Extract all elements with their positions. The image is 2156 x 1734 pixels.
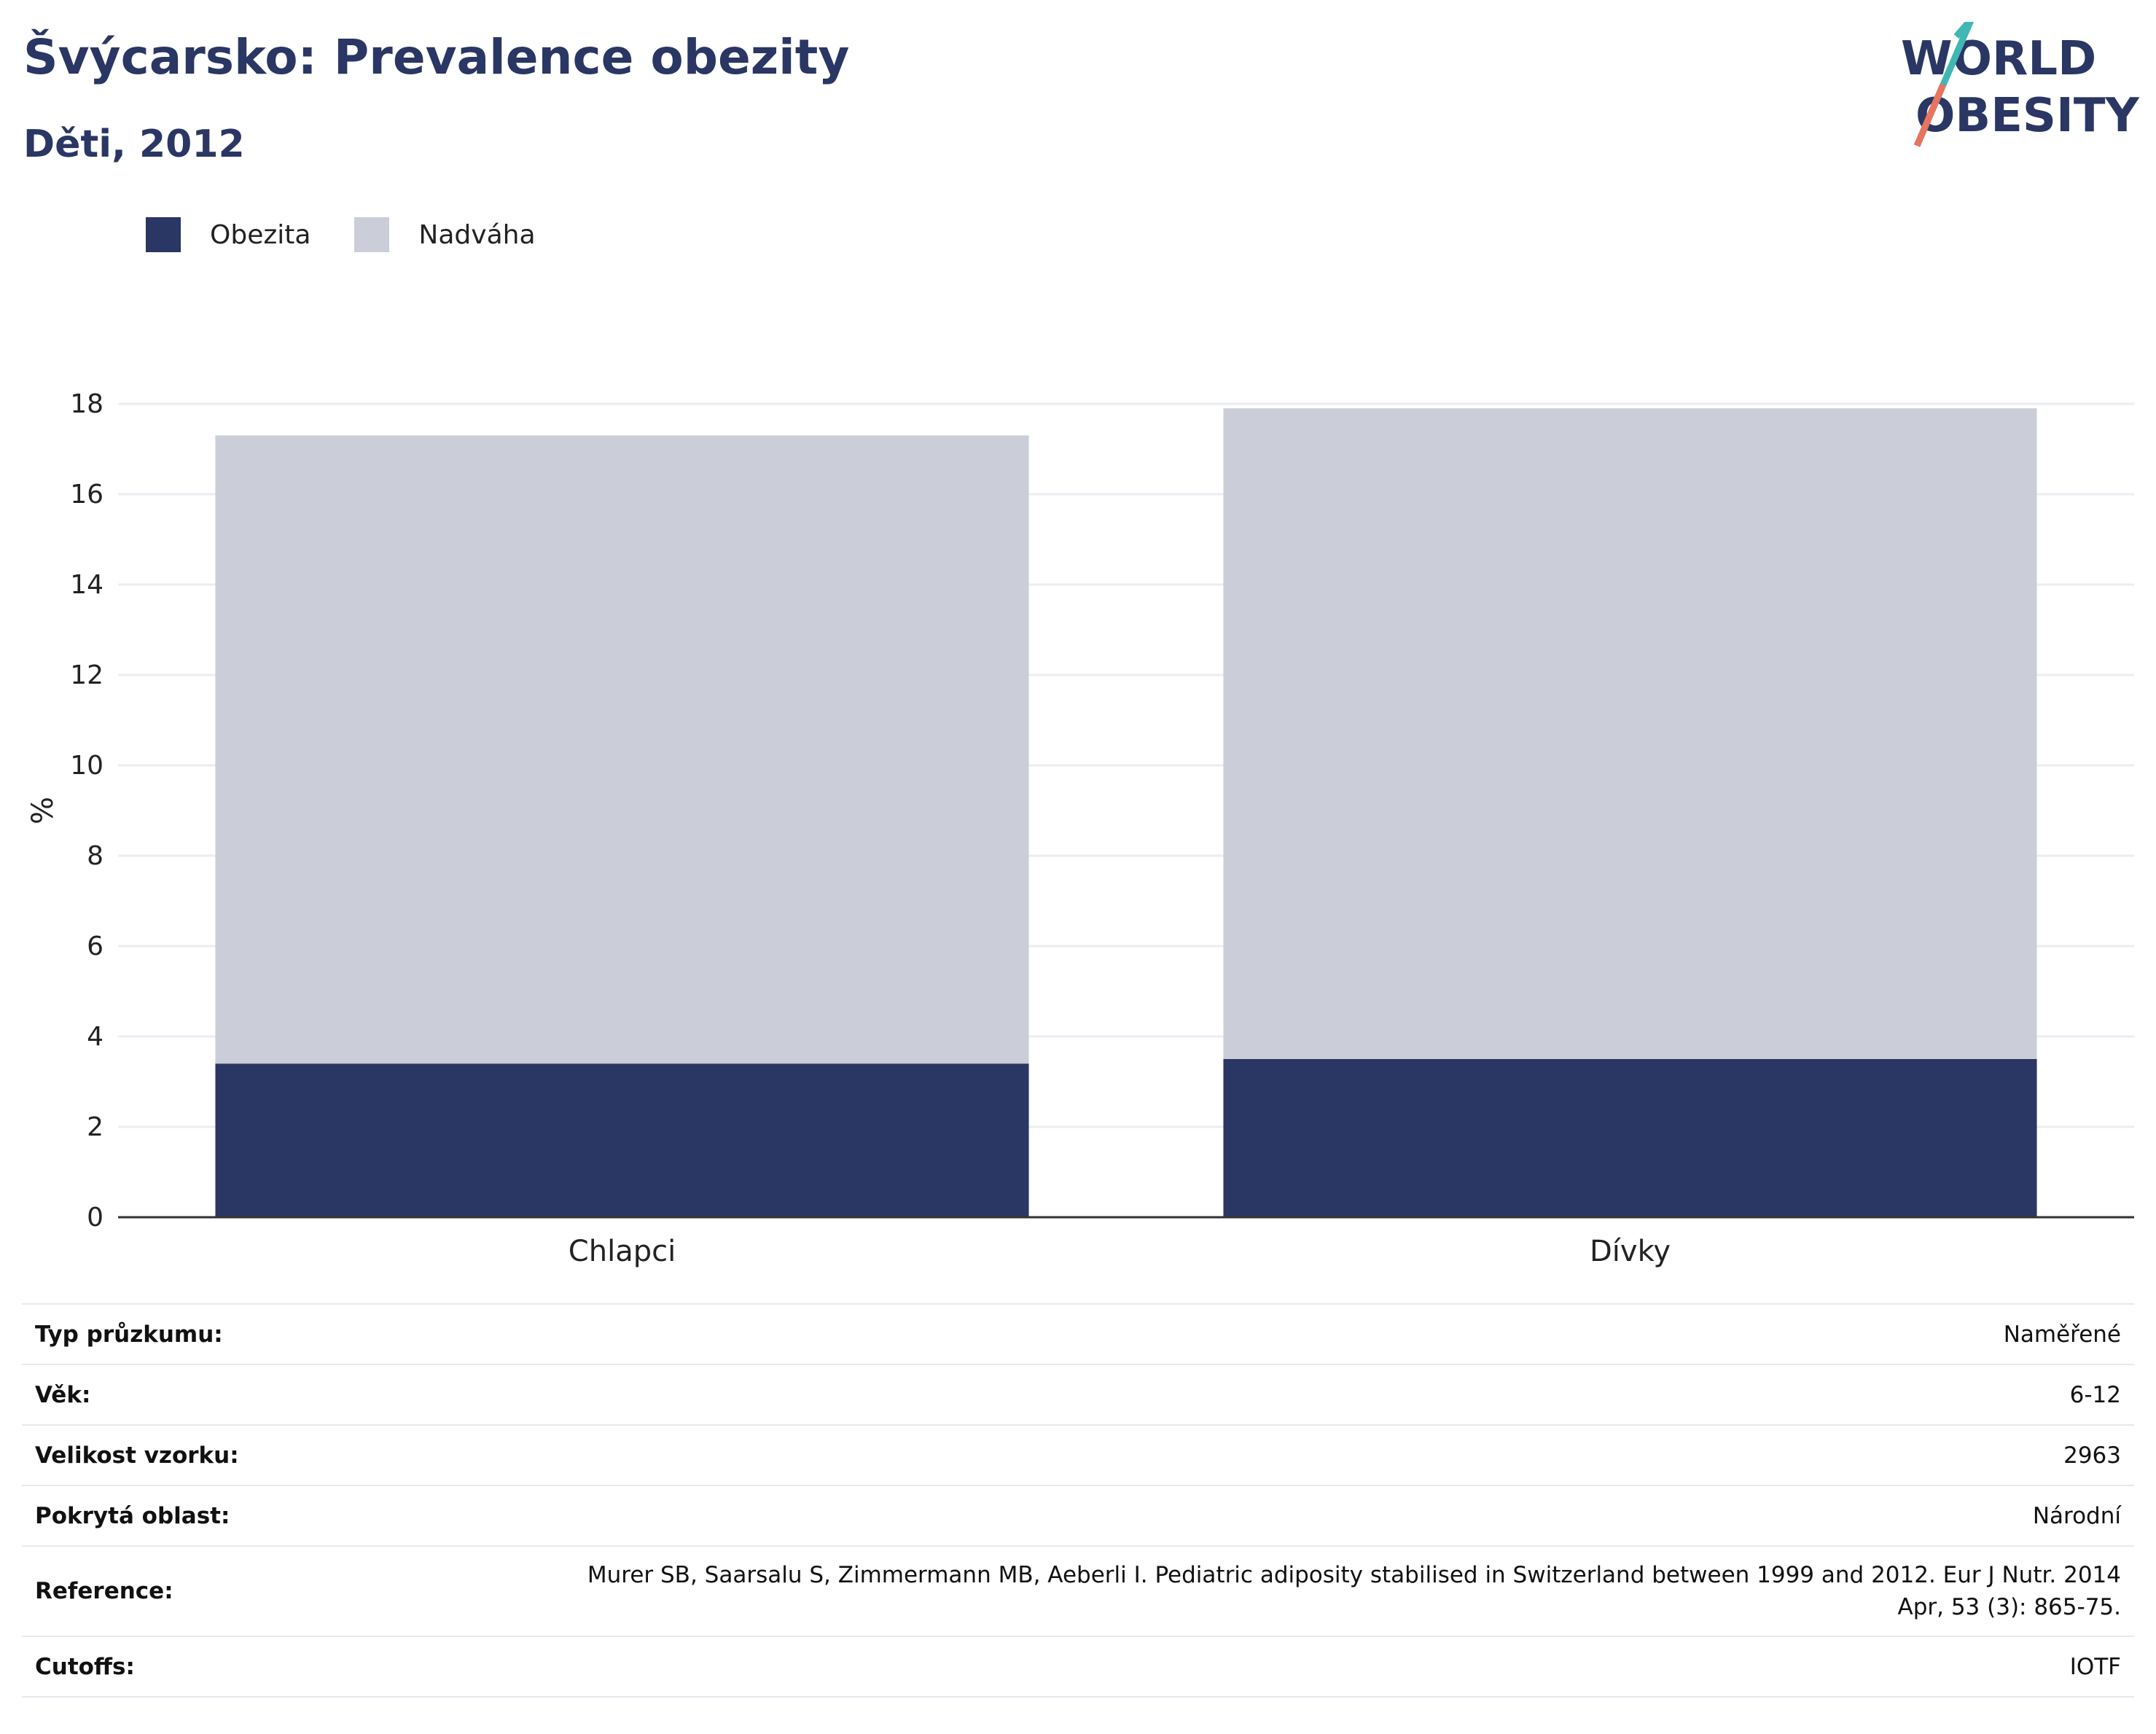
y-tick-label: 4 (87, 1022, 103, 1052)
y-tick-label: 14 (70, 570, 103, 600)
coverage-value: Národní (293, 1485, 2134, 1546)
logo-line1: WORLD (1901, 32, 2096, 86)
x-category-label: Dívky (1590, 1235, 1671, 1268)
age-label: Věk: (22, 1364, 294, 1425)
cutoffs-label: Cutoffs: (22, 1636, 294, 1698)
x-category-label: Chlapci (569, 1235, 676, 1268)
bar-nadvha-dvky (1223, 408, 2037, 1059)
cutoffs-value: IOTF (293, 1636, 2134, 1698)
table-row: Reference: Murer SB, Saarsalu S, Zimmerm… (22, 1545, 2134, 1636)
y-tick-label: 6 (87, 932, 103, 961)
legend-item-obezita[interactable]: Obezita (146, 217, 310, 252)
bar-obezita-dvky (1223, 1059, 2037, 1217)
chart-subtitle: Děti, 2012 (23, 122, 245, 166)
reference-label: Reference: (22, 1545, 294, 1636)
table-row: Věk: 6-12 (22, 1364, 2134, 1425)
reference-line2: Apr, 53 (3): 865-75. (1897, 1594, 2121, 1620)
table-row: Pokrytá oblast: Národní (22, 1485, 2134, 1546)
y-tick-label: 18 (70, 389, 103, 419)
age-value: 6-12 (293, 1364, 2134, 1425)
table-row: Velikost vzorku: 2963 (22, 1424, 2134, 1485)
y-axis-label: % (26, 797, 60, 824)
survey-info-table: Typ průzkumu: Naměřené Věk: 6-12 Velikos… (22, 1303, 2134, 1698)
survey-type-value: Naměřené (293, 1303, 2134, 1364)
legend-item-nadvaha[interactable]: Nadváha (354, 217, 536, 252)
legend-swatch-nadvaha (354, 217, 390, 252)
legend-label-obezita: Obezita (210, 219, 311, 250)
reference-line1: Murer SB, Saarsalu S, Zimmermann MB, Aeb… (587, 1562, 2121, 1588)
sample-size-value: 2963 (293, 1424, 2134, 1485)
legend-swatch-obezita (146, 217, 181, 252)
sample-size-label: Velikost vzorku: (22, 1424, 294, 1485)
survey-type-label: Typ průzkumu: (22, 1303, 294, 1364)
bar-chart: 0 2 4 6 8 10 12 14 16 18% Chlapci Dívky (26, 389, 2134, 1268)
coverage-label: Pokrytá oblast: (22, 1485, 294, 1546)
legend: Obezita Nadváha (146, 217, 579, 252)
chart-title: Švýcarsko: Prevalence obezity (23, 29, 850, 85)
y-tick-label: 12 (70, 660, 103, 690)
reference-value: Murer SB, Saarsalu S, Zimmermann MB, Aeb… (293, 1545, 2134, 1636)
y-tick-label: 16 (70, 480, 103, 509)
table-row: Cutoffs: IOTF (22, 1636, 2134, 1698)
logo-line2: OBESITY (1915, 89, 2139, 143)
world-obesity-logo: WORLD OBESITY (1901, 22, 2139, 147)
y-tick-label: 8 (87, 841, 103, 871)
logo-slash-bottom (1913, 83, 1947, 147)
legend-label-nadvaha: Nadváha (418, 219, 536, 250)
y-tick-label: 0 (87, 1203, 103, 1233)
table-row: Typ průzkumu: Naměřené (22, 1303, 2134, 1364)
bar-nadvha-chlapci (215, 435, 1029, 1064)
y-tick-label: 2 (87, 1112, 103, 1142)
y-tick-label: 10 (70, 751, 103, 781)
bar-obezita-chlapci (215, 1063, 1029, 1217)
